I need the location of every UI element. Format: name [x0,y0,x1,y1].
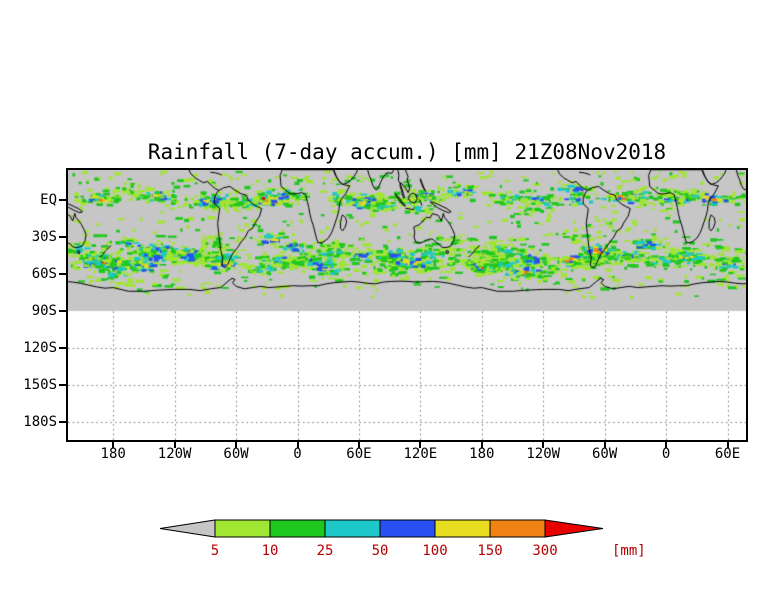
x-tick-mark [542,442,545,448]
y-tick-label: 90S [31,303,57,319]
x-tick-label: 120W [526,446,561,462]
x-tick-label: 60W [592,446,618,462]
x-tick-mark [112,442,115,448]
x-tick-label: 180 [469,446,495,462]
y-tick-label: EQ [40,192,57,208]
colorbar-legend: 5 10 25 50 100 150 300 [mm] [159,519,646,559]
colorbar-tick-label: 150 [477,543,502,559]
y-tick-mark [59,347,66,349]
x-tick-label: 60W [223,446,249,462]
y-tick-mark [59,421,66,423]
y-tick-label: 60S [31,266,57,282]
x-tick-label: 0 [661,446,671,462]
y-tick-mark [59,236,66,238]
y-tick-label: 30S [31,229,57,245]
y-tick-label: 120S [23,340,57,356]
x-tick-mark [480,442,483,448]
plot-title: Rainfall (7-day accum.) [mm] 21Z08Nov201… [147,140,667,164]
map-frame [66,168,748,442]
y-tick-mark [59,199,66,201]
colorbar-segment [489,519,546,538]
x-tick-label: 120E [403,446,438,462]
colorbar-tick-label: 10 [262,543,279,559]
x-tick-label: 180 [100,446,126,462]
x-tick-label: 0 [293,446,302,462]
x-tick-mark [173,442,176,448]
x-tick-label: 60E [714,446,741,462]
x-tick-mark [726,442,729,448]
colorbar-low-arrow [159,519,216,538]
y-tick-label: 180S [23,414,57,430]
colorbar-high-arrow [544,519,604,538]
y-tick-label: 150S [23,377,57,393]
x-tick-mark [665,442,668,448]
colorbar-tick-label: 50 [372,543,389,559]
colorbar-tick-label: 300 [532,543,557,559]
x-tick-mark [357,442,360,448]
colorbar-segment [324,519,381,538]
x-tick-label: 120W [157,446,192,462]
x-tick-mark [296,442,299,448]
colorbar-tick-label: 25 [317,543,334,559]
x-tick-mark [419,442,422,448]
colorbar-tick-label: 100 [422,543,447,559]
colorbar-segment [379,519,436,538]
x-tick-mark [235,442,238,448]
y-tick-mark [59,384,66,386]
colorbar-segment [434,519,491,538]
x-tick-label: 60E [346,446,372,462]
y-tick-mark [59,273,66,275]
rainfall-map-canvas [68,170,746,440]
colorbar-tick-label: 5 [211,543,219,559]
colorbar-segment [269,519,326,538]
x-tick-mark [603,442,606,448]
y-tick-mark [59,310,66,312]
colorbar-unit-label: [mm] [612,543,646,559]
colorbar-segment [214,519,271,538]
